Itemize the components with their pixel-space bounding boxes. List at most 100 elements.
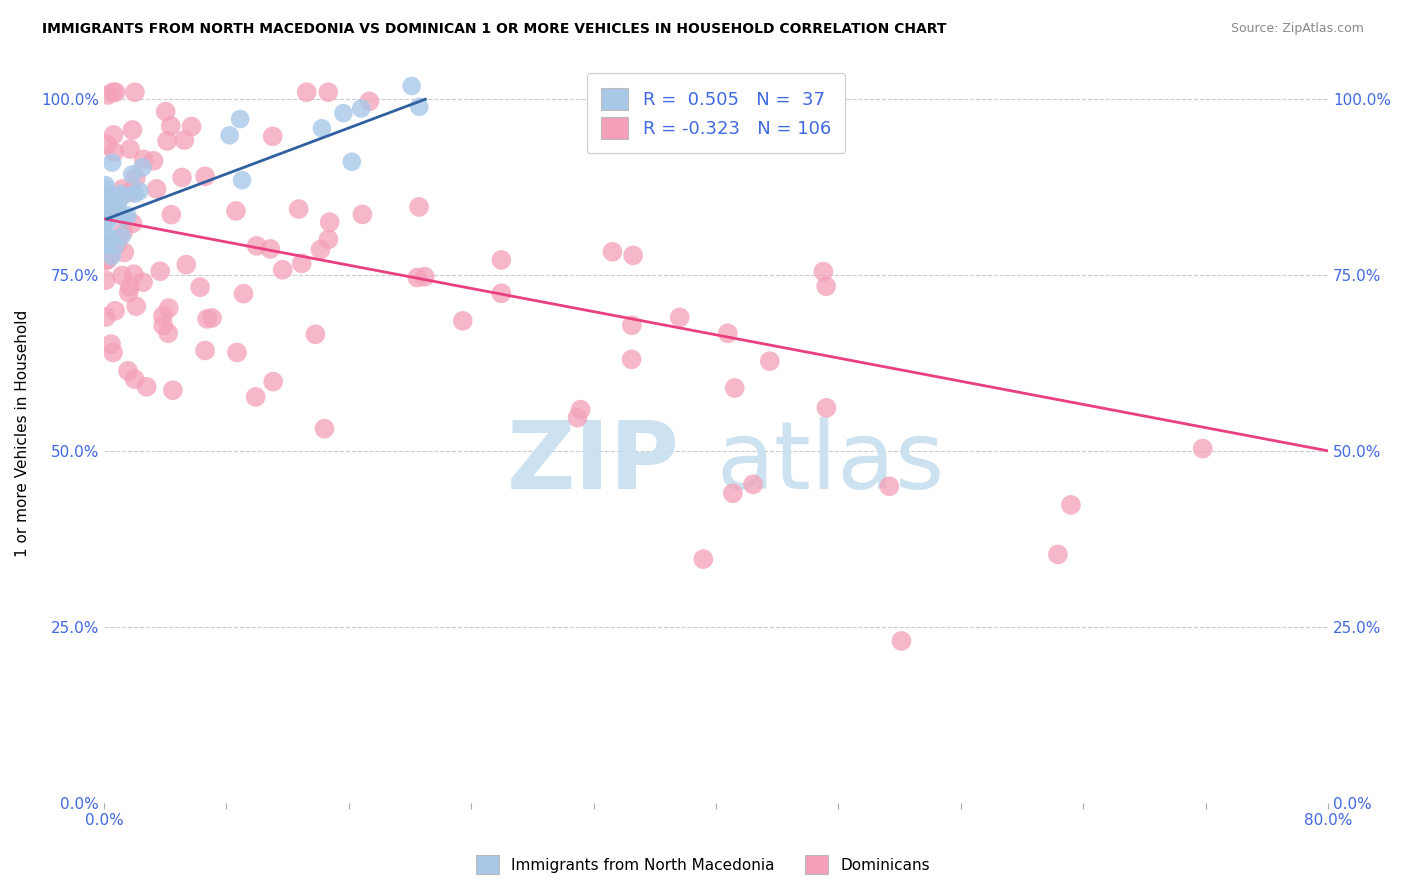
Point [225,204,247,219]
Point [170,170,193,185]
Point [118,142,141,156]
Point [97,207,120,221]
Point [668,310,690,325]
Point [124,186,146,201]
Point [131,161,153,175]
Point [149,264,172,278]
Point [111,229,134,244]
Y-axis label: 1 or more Vehicles in Household: 1 or more Vehicles in Household [15,310,30,557]
Point [94,253,117,268]
Point [94,188,117,202]
Point [103,197,125,211]
Point [815,279,838,293]
Point [340,154,363,169]
Point [103,145,125,160]
Point [122,267,145,281]
Point [104,238,127,252]
Point [157,301,180,315]
Point [121,217,143,231]
Point [304,327,326,342]
Point [352,207,374,221]
Point [1191,442,1213,456]
Point [152,309,174,323]
Point [94,211,117,226]
Point [118,186,141,200]
Point [94,236,117,251]
Point [142,153,165,168]
Point [94,273,117,287]
Point [101,85,124,99]
Point [162,383,184,397]
Point [101,155,124,169]
Point [157,326,180,340]
Text: ZIP: ZIP [506,417,679,508]
Point [145,182,167,196]
Point [107,194,129,208]
Point [408,200,430,214]
Point [117,364,139,378]
Point [491,286,513,301]
Point [1060,498,1083,512]
Point [101,345,124,359]
Point [97,252,120,267]
Text: atlas: atlas [716,417,945,508]
Point [159,119,181,133]
Point [132,153,155,167]
Point [291,256,314,270]
Point [1046,548,1069,562]
Point [232,286,254,301]
Point [271,262,294,277]
Point [350,102,373,116]
Point [121,168,143,182]
Point [218,128,240,143]
Point [311,121,333,136]
Point [229,112,252,126]
Text: IMMIGRANTS FROM NORTH MACEDONIA VS DOMINICAN 1 OR MORE VEHICLES IN HOUSEHOLD COR: IMMIGRANTS FROM NORTH MACEDONIA VS DOMIN… [42,22,946,37]
Point [118,285,141,300]
Point [413,269,436,284]
Point [724,381,747,395]
Point [246,239,269,253]
Point [124,85,146,99]
Point [451,314,474,328]
Point [112,245,135,260]
Point [717,326,740,341]
Point [401,78,423,93]
Point [231,173,253,187]
Point [105,237,128,252]
Point [100,337,122,351]
Point [94,188,117,202]
Point [332,106,354,120]
Point [103,128,125,142]
Point [111,182,134,196]
Point [195,311,218,326]
Point [318,232,340,246]
Point [813,264,835,278]
Point [111,190,134,204]
Point [194,343,217,358]
Point [721,486,744,500]
Point [94,187,117,202]
Point [201,310,224,325]
Point [94,182,117,196]
Point [620,318,643,333]
Point [408,100,430,114]
Point [602,244,624,259]
Point [314,422,336,436]
Point [318,215,340,229]
Point [245,390,267,404]
Point [406,270,429,285]
Point [226,345,249,359]
Point [124,372,146,386]
Point [112,225,135,239]
Point [188,280,211,294]
Point [742,477,765,491]
Point [111,268,134,283]
Point [97,211,120,226]
Point [97,88,120,103]
Point [692,552,714,566]
Point [125,170,148,185]
Point [110,186,132,201]
Point [107,201,129,215]
Point [118,279,141,293]
